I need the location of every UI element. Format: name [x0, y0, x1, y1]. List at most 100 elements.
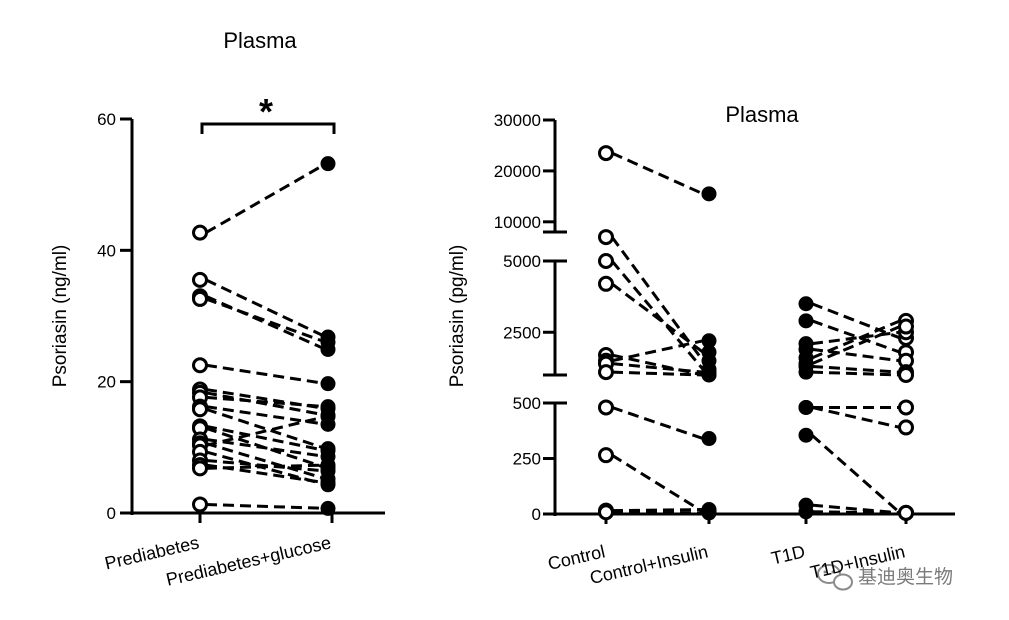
- pair-line: [205, 388, 327, 411]
- data-point-before: [192, 460, 208, 477]
- data-point-after: [320, 457, 336, 473]
- pair-line: [205, 278, 327, 339]
- data-point-before: [192, 290, 208, 307]
- pair-line: [205, 463, 327, 470]
- pair-line: [205, 450, 327, 487]
- data-point-after: [701, 367, 717, 383]
- data-point-before: [798, 399, 814, 415]
- data-point-after: [320, 376, 336, 392]
- data-point-after: [898, 504, 914, 521]
- panel-a-y-tick-label: 0: [107, 504, 116, 523]
- data-point-before: [598, 275, 614, 292]
- data-point-before: [798, 296, 814, 312]
- chart-marks: 0204060PrediabetesPrediabetes+glucose025…: [97, 110, 955, 590]
- panel-b-category-label: T1D: [769, 541, 807, 568]
- data-point-before: [192, 224, 208, 241]
- panel-b-category-label: Control+Insulin: [588, 541, 710, 588]
- panel-b-y-tick-label: 2500: [503, 323, 541, 342]
- pair-line: [205, 426, 327, 470]
- watermark: 基迪奥生物: [817, 564, 953, 591]
- pair-line: [205, 391, 327, 417]
- panel-b-y-tick-label: 30000: [494, 111, 541, 130]
- pair-line: [811, 319, 901, 354]
- pair-line: [811, 302, 901, 340]
- data-point-before: [598, 364, 614, 381]
- data-point-after: [701, 186, 717, 202]
- data-point-after: [701, 333, 717, 349]
- pair-line: [205, 395, 327, 409]
- panel-a-title: Plasma: [223, 28, 297, 53]
- panel-a-y-tick-label: 20: [97, 373, 116, 392]
- panel-b-title: Plasma: [725, 102, 799, 127]
- data-point-before: [598, 253, 614, 269]
- data-point-after: [701, 431, 717, 447]
- data-point-after: [898, 399, 914, 416]
- panel-b-y-tick-label: 500: [513, 394, 541, 413]
- data-point-before: [192, 496, 208, 513]
- panel-b-y-tick-label: 20000: [494, 162, 541, 181]
- data-point-after: [898, 367, 914, 383]
- pair-line: [205, 363, 327, 386]
- data-point-before: [598, 399, 614, 416]
- pair-line: [811, 510, 901, 515]
- pair-line: [811, 347, 901, 363]
- watermark-text: 基迪奥生物: [858, 566, 953, 588]
- pair-line: [611, 339, 704, 363]
- pair-line: [205, 424, 327, 453]
- pair-line: [205, 405, 327, 426]
- data-point-before: [798, 364, 814, 380]
- data-point-after: [898, 318, 914, 335]
- panel-b-y-tick-label: 0: [532, 505, 541, 524]
- pair-line: [205, 162, 327, 234]
- panel-b-y-axis-label: Psoriasin (pg/ml): [447, 245, 468, 388]
- data-point-after: [320, 408, 336, 424]
- data-point-before: [798, 427, 814, 443]
- pair-line: [205, 441, 327, 481]
- data-point-after: [320, 156, 336, 172]
- data-point-before: [798, 504, 814, 520]
- pair-line: [811, 330, 901, 346]
- pair-line: [611, 151, 704, 196]
- pair-line: [610, 260, 705, 371]
- pair-line: [611, 510, 704, 515]
- pair-line: [205, 297, 327, 344]
- data-point-before: [798, 313, 814, 329]
- panel-b-y-tick-label: 5000: [503, 252, 541, 271]
- panel-a-y-tick-label: 40: [97, 241, 116, 260]
- pair-line: [205, 407, 327, 451]
- significance-bracket: [200, 122, 336, 134]
- pair-line: [611, 453, 704, 514]
- pair-line: [205, 415, 327, 447]
- data-point-before: [598, 145, 614, 162]
- pair-line: [611, 362, 704, 374]
- data-point-before: [598, 447, 614, 464]
- pair-line: [811, 370, 901, 377]
- pair-line: [611, 406, 704, 440]
- pair-line: [205, 502, 327, 510]
- panel-a-y-tick-label: 60: [97, 110, 116, 129]
- panel-b-y-tick-label: 250: [513, 450, 541, 469]
- data-point-after: [320, 334, 336, 350]
- data-point-after: [320, 500, 336, 516]
- panel-a-y-axis-label: Psoriasin (ng/ml): [50, 245, 71, 388]
- data-point-after: [320, 475, 336, 491]
- data-point-before: [598, 504, 614, 521]
- pair-line: [611, 508, 704, 513]
- pair-line: [811, 405, 901, 429]
- pair-line: [811, 364, 901, 374]
- data-point-before: [192, 271, 208, 288]
- pair-line: [610, 236, 705, 362]
- data-point-before: [192, 401, 208, 418]
- significance-marker: *: [259, 91, 273, 132]
- panel-b-y-tick-label: 10000: [494, 213, 541, 232]
- pair-line: [811, 434, 901, 515]
- pair-line: [205, 437, 327, 459]
- wechat-icon: [817, 564, 853, 591]
- data-point-before: [192, 357, 208, 374]
- pair-line: [611, 282, 704, 354]
- data-point-before: [598, 229, 614, 246]
- pair-line: [611, 370, 704, 377]
- data-point-after: [898, 419, 914, 436]
